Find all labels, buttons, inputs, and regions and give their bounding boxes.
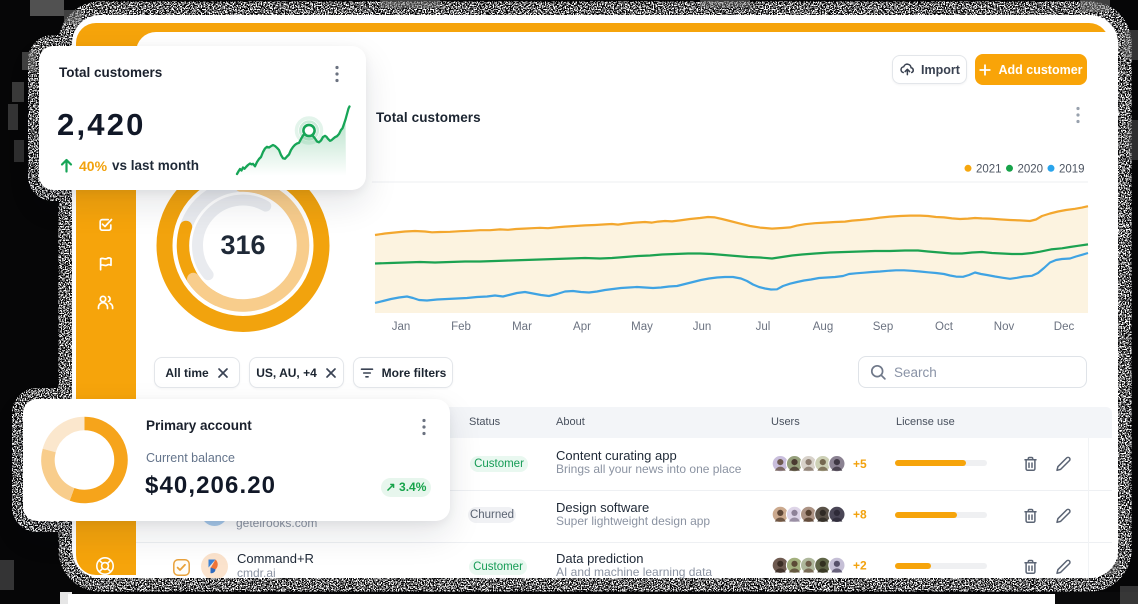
svg-text:May: May (631, 321, 653, 333)
svg-text:Dec: Dec (1054, 321, 1075, 333)
svg-text:2019: 2019 (1059, 163, 1085, 175)
svg-text:Oct: Oct (935, 321, 954, 333)
svg-text:316: 316 (220, 230, 265, 260)
svg-text:Jul: Jul (756, 321, 771, 333)
svg-text:Jun: Jun (693, 321, 712, 333)
svg-text:Feb: Feb (451, 321, 471, 333)
svg-text:Jan: Jan (392, 321, 411, 333)
svg-text:2021: 2021 (976, 163, 1002, 175)
svg-text:Sep: Sep (873, 321, 893, 333)
svg-text:2020: 2020 (1018, 163, 1044, 175)
svg-text:Mar: Mar (512, 321, 532, 333)
svg-text:Apr: Apr (573, 321, 591, 333)
svg-text:Nov: Nov (994, 321, 1015, 333)
svg-text:Aug: Aug (813, 321, 833, 333)
svg-text:+2: +2 (853, 559, 867, 573)
svg-text:+8: +8 (853, 508, 867, 522)
svg-text:+5: +5 (853, 457, 867, 471)
